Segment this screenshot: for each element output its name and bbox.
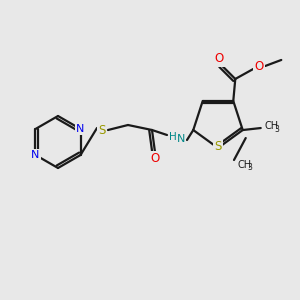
Text: O: O (215, 52, 224, 65)
Text: S: S (214, 140, 222, 154)
Text: O: O (150, 152, 160, 166)
Text: CH: CH (237, 160, 251, 170)
Text: 3: 3 (247, 164, 252, 172)
Text: O: O (255, 61, 264, 74)
Text: 3: 3 (275, 124, 280, 134)
Text: H: H (169, 132, 177, 142)
Text: N: N (31, 150, 40, 160)
Text: S: S (98, 124, 106, 136)
Text: N: N (76, 124, 85, 134)
Text: CH: CH (265, 121, 279, 131)
Text: N: N (177, 134, 185, 144)
